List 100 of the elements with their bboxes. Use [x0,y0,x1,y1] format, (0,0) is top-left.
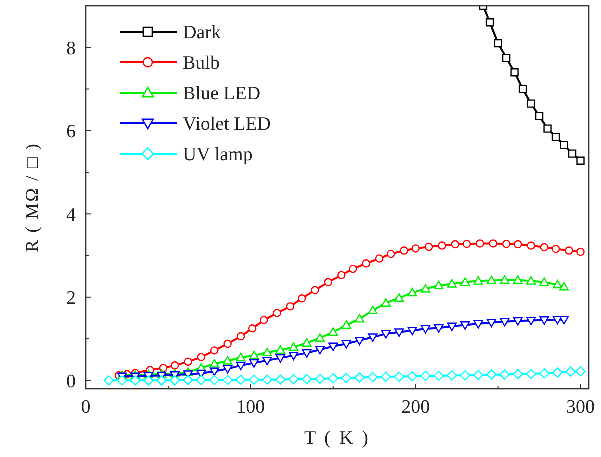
x-tick-label: 0 [81,397,91,418]
point [460,370,470,381]
point [514,240,522,249]
legend-label: UV lamp [183,144,253,166]
point [324,278,333,287]
point [462,240,472,248]
point [552,368,563,378]
point [381,330,391,339]
point [526,368,536,380]
point [223,356,233,365]
legend-label: Blue LED [183,84,261,105]
point [298,294,306,303]
point [209,375,220,386]
point [354,314,365,323]
point [328,342,338,352]
point [424,242,434,252]
point [394,328,404,338]
point [144,376,154,386]
x-tick-label: 200 [402,397,430,418]
point [249,359,260,368]
point [197,353,206,362]
point [262,348,272,357]
point [552,280,562,289]
point [476,240,484,248]
point [513,276,523,284]
point [394,372,404,382]
point [236,362,246,370]
point [368,372,378,382]
legend-label: Bulb [183,53,220,74]
point [394,293,404,302]
point [447,322,457,332]
point [438,242,446,250]
point [500,318,510,327]
point [559,316,570,325]
point [500,370,510,380]
point [315,346,325,355]
point [518,85,528,94]
point [500,276,510,284]
point [210,359,220,368]
point [275,374,286,385]
point [527,242,536,250]
point [381,372,392,382]
point [286,302,295,311]
point [408,288,418,297]
point [302,349,312,358]
point [311,286,320,294]
point [260,316,268,324]
point [451,240,460,249]
point [400,246,408,255]
point [539,368,550,379]
point [170,376,180,386]
point [434,280,444,290]
point [159,364,168,372]
point [552,244,560,254]
point [184,358,192,366]
point [408,326,418,336]
point [362,260,370,268]
legend-label: Violet LED [183,114,272,136]
point [447,279,457,288]
point [576,366,586,377]
point [354,336,365,346]
point [302,338,312,347]
point [559,282,570,291]
point [446,370,458,381]
point [576,248,585,256]
point [526,276,536,285]
point [288,374,299,385]
point [156,376,168,386]
point [341,373,352,384]
point [368,334,378,342]
y-axis-title: R ( MΩ / □ ) [22,142,42,252]
point [474,276,484,285]
point [460,322,470,330]
point [552,133,560,142]
point [540,278,550,286]
point [420,370,431,382]
point [276,345,286,354]
point [565,246,574,255]
point [328,328,338,336]
point [328,373,339,384]
legend-label: Dark [183,22,222,44]
point [375,254,384,263]
point [494,39,502,48]
point [302,374,312,385]
y-tick-label: 2 [66,288,76,310]
point [512,369,524,380]
point [224,340,232,348]
point [460,278,470,286]
point [560,141,568,150]
point [170,362,180,370]
point [412,244,420,253]
x-tick-label: 300 [566,397,596,418]
point [386,250,396,258]
y-tick-label: 8 [66,38,76,60]
point [354,372,365,383]
point [236,332,246,341]
point [502,54,511,62]
point [249,374,260,385]
point [342,340,352,349]
point [236,352,246,362]
